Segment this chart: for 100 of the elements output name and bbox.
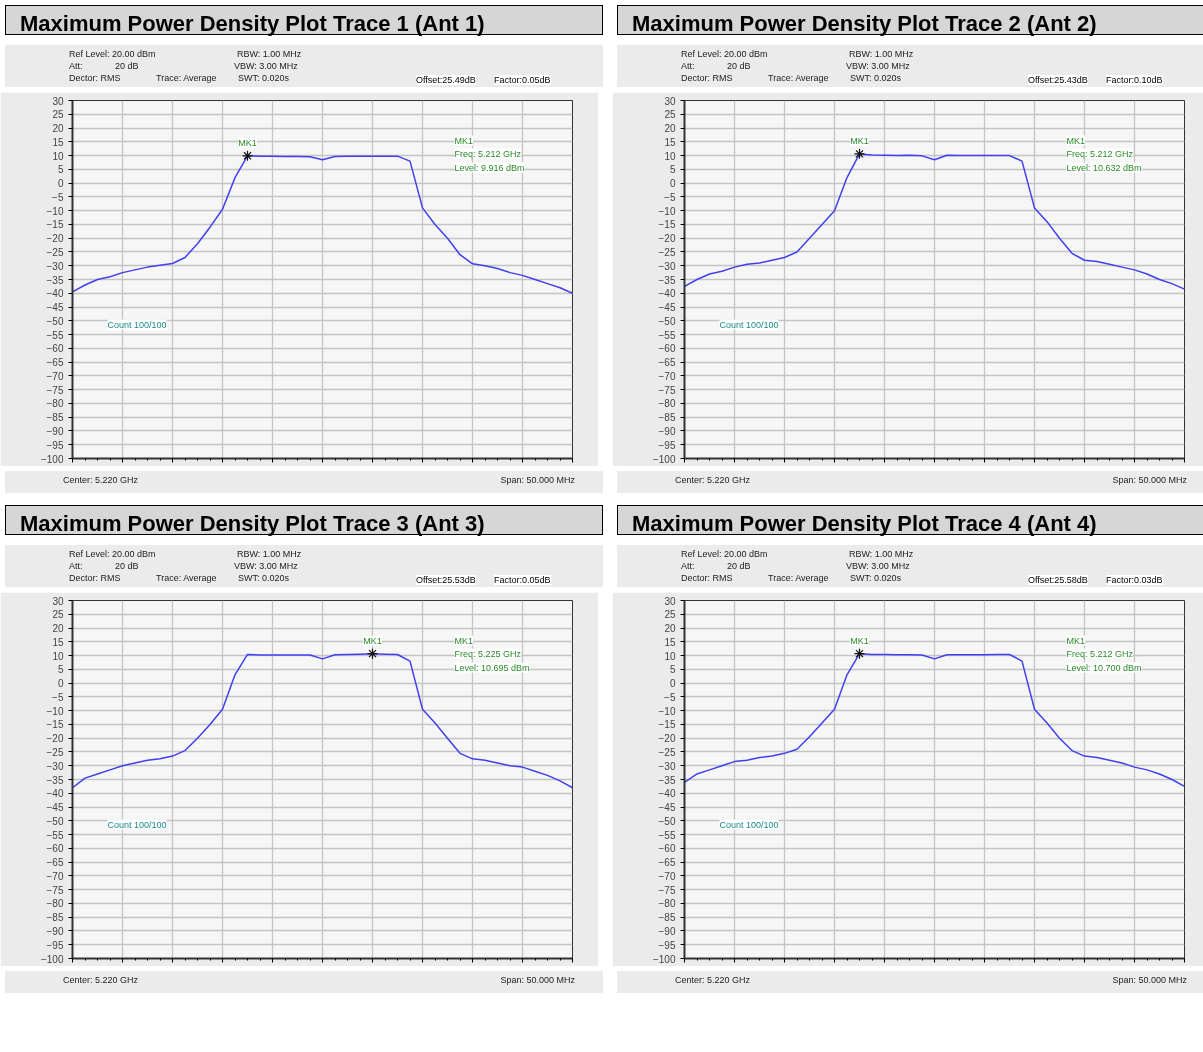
y-tick-label: 5 bbox=[669, 664, 676, 676]
y-tick-label: −95 bbox=[46, 439, 64, 451]
y-tick-label: −90 bbox=[658, 425, 676, 437]
annotation: Level: 9.916 dBm bbox=[454, 162, 525, 173]
y-tick-label: −15 bbox=[658, 719, 676, 731]
y-tick-label: 30 bbox=[664, 595, 676, 607]
text: Offset:25.53dB bbox=[416, 575, 476, 585]
text: Dector: RMS bbox=[69, 73, 121, 83]
chart-title: Maximum Power Density Plot Trace 4 (Ant 4) bbox=[632, 510, 1097, 538]
y-tick-label: −5 bbox=[52, 691, 64, 703]
y-tick-label: −65 bbox=[658, 357, 676, 369]
y-tick-label: 25 bbox=[664, 609, 676, 621]
text: Center: 5.220 GHz bbox=[675, 475, 751, 485]
y-tick-label: −90 bbox=[658, 925, 676, 937]
y-tick-label: −65 bbox=[46, 857, 64, 869]
text: Trace: Average bbox=[156, 573, 217, 583]
y-tick-label: −5 bbox=[664, 191, 676, 203]
y-tick-label: 15 bbox=[52, 136, 64, 148]
text: Center: 5.220 GHz bbox=[675, 975, 751, 985]
y-tick-label: −55 bbox=[658, 329, 676, 341]
annotation: Freq: 5.212 GHz bbox=[1066, 648, 1134, 659]
text: VBW: 3.00 MHz bbox=[846, 61, 910, 71]
text: Factor:0.03dB bbox=[1106, 575, 1163, 585]
text: Span: 50.000 MHz bbox=[1112, 975, 1187, 985]
y-tick-label: −10 bbox=[46, 705, 64, 717]
y-tick-label: −65 bbox=[46, 357, 64, 369]
text: Ref Level: 20.00 dBm bbox=[69, 549, 156, 559]
text: Factor:0.05dB bbox=[494, 75, 551, 85]
text: Offset:25.43dB bbox=[1028, 75, 1088, 85]
y-tick-label: −30 bbox=[46, 760, 64, 772]
text: Ref Level: 20.00 dBm bbox=[69, 49, 156, 59]
y-tick-label: 30 bbox=[664, 95, 676, 107]
y-tick-label: −15 bbox=[46, 719, 64, 731]
annotation: MK1 bbox=[850, 635, 869, 646]
y-tick-label: 20 bbox=[664, 123, 676, 135]
y-tick-label: −95 bbox=[658, 439, 676, 451]
text: Span: 50.000 MHz bbox=[500, 975, 575, 985]
annotation: MK1 bbox=[850, 135, 869, 146]
y-tick-label: 25 bbox=[664, 109, 676, 121]
y-tick-label: −5 bbox=[52, 191, 64, 203]
text: VBW: 3.00 MHz bbox=[234, 61, 298, 71]
annotation: Level: 10.695 dBm bbox=[454, 662, 530, 673]
annotation: MK1 bbox=[1066, 135, 1086, 146]
text: VBW: 3.00 MHz bbox=[234, 561, 298, 571]
y-tick-label: −70 bbox=[658, 870, 676, 882]
text: Span: 50.000 MHz bbox=[500, 475, 575, 485]
y-tick-label: −80 bbox=[658, 398, 676, 410]
y-tick-label: −75 bbox=[46, 884, 64, 896]
y-tick-label: 15 bbox=[664, 636, 676, 648]
y-tick-label: −100 bbox=[652, 453, 676, 465]
y-tick-label: −20 bbox=[658, 233, 676, 245]
y-tick-label: −45 bbox=[658, 802, 676, 814]
annotation: Freq: 5.225 GHz bbox=[454, 648, 522, 659]
text: Center: 5.220 GHz bbox=[63, 475, 139, 485]
annotation: MK1 bbox=[454, 635, 474, 646]
annotation: MK1 bbox=[454, 135, 474, 146]
y-tick-label: 5 bbox=[57, 664, 64, 676]
y-tick-label: −70 bbox=[46, 870, 64, 882]
annotation: MK1 bbox=[238, 137, 257, 148]
y-tick-label: −10 bbox=[46, 205, 64, 217]
text: Dector: RMS bbox=[681, 73, 733, 83]
y-tick-label: −75 bbox=[658, 884, 676, 896]
y-tick-label: −60 bbox=[46, 843, 64, 855]
y-tick-label: −70 bbox=[658, 370, 676, 382]
y-tick-label: −35 bbox=[46, 774, 64, 786]
text: Span: 50.000 MHz bbox=[1112, 475, 1187, 485]
y-tick-label: −15 bbox=[46, 219, 64, 231]
y-tick-label: −50 bbox=[658, 815, 676, 827]
y-tick-label: −50 bbox=[46, 315, 64, 327]
text: Offset:25.58dB bbox=[1028, 575, 1088, 585]
y-tick-label: 15 bbox=[52, 636, 64, 648]
y-tick-label: −40 bbox=[46, 288, 64, 300]
text: Factor:0.10dB bbox=[1106, 75, 1163, 85]
y-tick-label: 5 bbox=[57, 164, 64, 176]
annotation: Freq: 5.212 GHz bbox=[454, 148, 522, 159]
y-tick-label: −75 bbox=[658, 384, 676, 396]
text: Dector: RMS bbox=[69, 573, 121, 583]
y-tick-label: 5 bbox=[669, 164, 676, 176]
y-tick-label: −5 bbox=[664, 691, 676, 703]
y-tick-label: −30 bbox=[46, 260, 64, 272]
text: 20 dB bbox=[727, 561, 751, 571]
y-tick-label: −20 bbox=[658, 733, 676, 745]
text: Trace: Average bbox=[768, 573, 829, 583]
y-tick-label: 20 bbox=[52, 123, 64, 135]
y-tick-label: −85 bbox=[658, 412, 676, 424]
annotation: Freq: 5.212 GHz bbox=[1066, 148, 1134, 159]
text: Factor:0.05dB bbox=[494, 575, 551, 585]
y-tick-label: 10 bbox=[664, 150, 676, 162]
y-tick-label: −40 bbox=[658, 788, 676, 800]
text: Trace: Average bbox=[768, 73, 829, 83]
y-tick-label: 10 bbox=[52, 150, 64, 162]
y-tick-label: −60 bbox=[658, 343, 676, 355]
y-tick-label: −40 bbox=[46, 788, 64, 800]
y-tick-label: −55 bbox=[46, 329, 64, 341]
y-tick-label: −100 bbox=[40, 453, 64, 465]
y-tick-label: −25 bbox=[46, 746, 64, 758]
y-tick-label: −55 bbox=[658, 829, 676, 841]
y-tick-label: −35 bbox=[46, 274, 64, 286]
text: SWT: 0.020s bbox=[238, 573, 290, 583]
y-tick-label: −20 bbox=[46, 733, 64, 745]
